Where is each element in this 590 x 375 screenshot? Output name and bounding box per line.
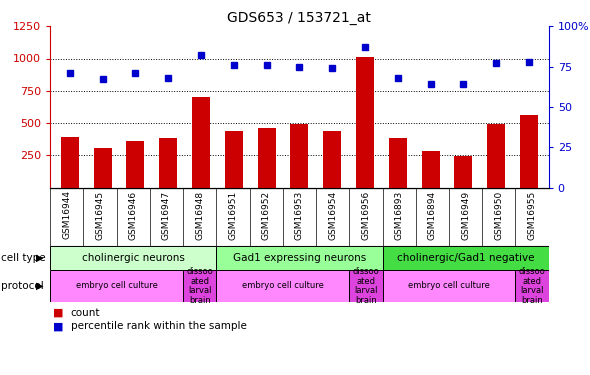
Title: GDS653 / 153721_at: GDS653 / 153721_at	[228, 11, 371, 25]
Bar	[422, 152, 440, 188]
Bar	[520, 115, 538, 188]
Text: ■: ■	[53, 308, 64, 318]
Bar	[356, 57, 374, 188]
Text: dissoo
ated
larval
brain: dissoo ated larval brain	[352, 267, 379, 305]
Bar	[159, 138, 177, 188]
Text: ▶: ▶	[37, 281, 44, 291]
Text: Gad1 expressing neurons: Gad1 expressing neurons	[233, 253, 366, 263]
Bar	[516, 270, 549, 302]
Text: GSM16950: GSM16950	[494, 190, 503, 240]
Text: GSM16954: GSM16954	[328, 190, 337, 240]
Text: GSM16946: GSM16946	[129, 190, 137, 240]
Text: GSM16952: GSM16952	[262, 190, 271, 240]
Bar	[454, 156, 473, 188]
Text: GSM16948: GSM16948	[195, 190, 204, 240]
Bar	[94, 148, 112, 188]
Text: dissoo
ated
larval
brain: dissoo ated larval brain	[186, 267, 213, 305]
Text: cholinergic/Gad1 negative: cholinergic/Gad1 negative	[397, 253, 535, 263]
Text: GSM16947: GSM16947	[162, 190, 171, 240]
Bar	[389, 138, 407, 188]
Text: embryo cell culture: embryo cell culture	[408, 281, 490, 291]
Bar	[126, 141, 145, 188]
Bar	[50, 246, 217, 270]
Text: ■: ■	[53, 321, 64, 331]
Text: cell type: cell type	[1, 253, 46, 263]
Bar	[50, 270, 183, 302]
Text: count: count	[71, 308, 100, 318]
Text: GSM16951: GSM16951	[228, 190, 237, 240]
Text: protocol: protocol	[1, 281, 44, 291]
Bar	[192, 97, 210, 188]
Text: percentile rank within the sample: percentile rank within the sample	[71, 321, 247, 331]
Bar	[290, 124, 309, 188]
Bar	[61, 137, 79, 188]
Text: GSM16893: GSM16893	[395, 190, 404, 240]
Text: GSM16945: GSM16945	[96, 190, 104, 240]
Text: GSM16944: GSM16944	[63, 190, 71, 239]
Text: GSM16894: GSM16894	[428, 190, 437, 240]
Bar	[382, 246, 549, 270]
Bar	[217, 270, 349, 302]
Text: GSM16953: GSM16953	[295, 190, 304, 240]
Bar	[183, 270, 217, 302]
Bar	[323, 131, 341, 188]
Text: GSM16955: GSM16955	[527, 190, 536, 240]
Text: GSM16949: GSM16949	[461, 190, 470, 240]
Bar	[349, 270, 382, 302]
Bar	[487, 124, 505, 188]
Text: ▶: ▶	[37, 253, 44, 263]
Bar	[217, 246, 382, 270]
Bar	[225, 131, 243, 188]
Text: GSM16956: GSM16956	[362, 190, 371, 240]
Text: cholinergic neurons: cholinergic neurons	[82, 253, 185, 263]
Text: embryo cell culture: embryo cell culture	[76, 281, 158, 291]
Bar	[382, 270, 516, 302]
Text: embryo cell culture: embryo cell culture	[242, 281, 324, 291]
Bar	[258, 128, 276, 188]
Text: dissoo
ated
larval
brain: dissoo ated larval brain	[519, 267, 546, 305]
